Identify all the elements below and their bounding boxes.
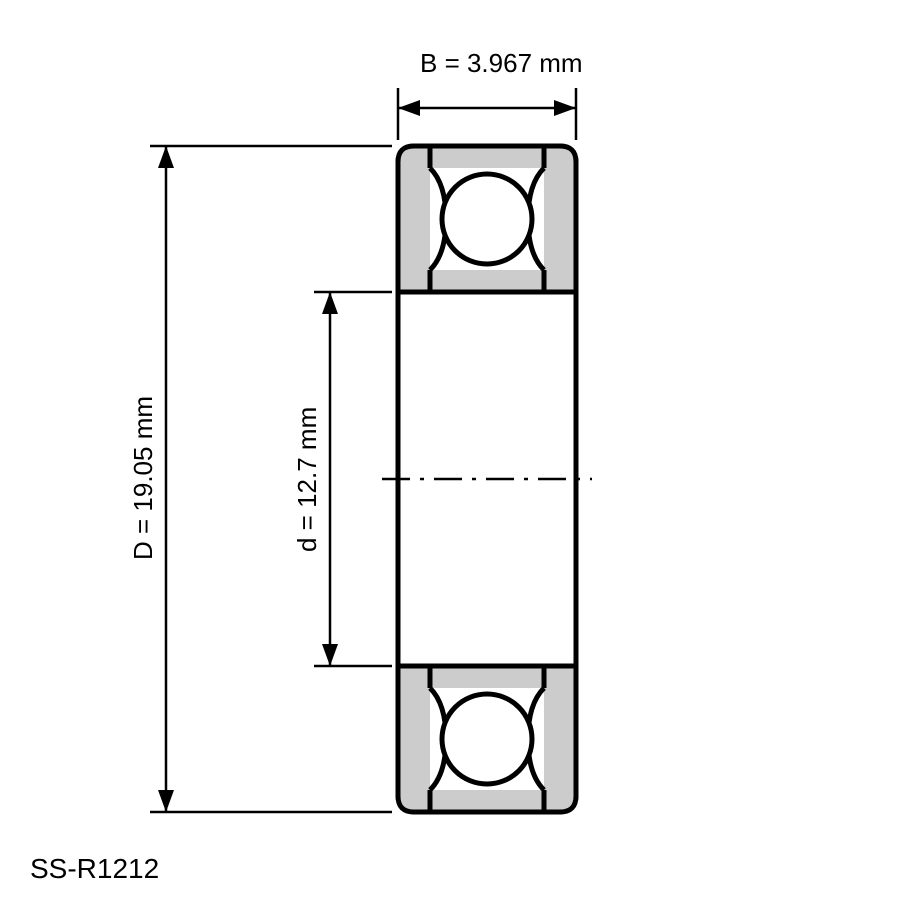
dimension-B: B = 3.967 mm xyxy=(398,48,583,140)
bearing-diagram: B = 3.967 mm D = 19.05 mm d = 12.7 mm SS… xyxy=(0,0,900,900)
bearing-body xyxy=(382,146,592,812)
dimension-B-label: B = 3.967 mm xyxy=(420,48,583,78)
ball-top xyxy=(442,174,532,264)
dimension-D: D = 19.05 mm xyxy=(128,146,392,812)
dimension-D-label: D = 19.05 mm xyxy=(128,396,158,560)
part-number: SS-R1212 xyxy=(30,853,159,884)
bottom-race xyxy=(398,666,576,812)
dimension-d-label: d = 12.7 mm xyxy=(292,407,322,552)
top-race xyxy=(398,146,576,292)
dimension-d: d = 12.7 mm xyxy=(292,292,392,666)
ball-bottom xyxy=(442,694,532,784)
